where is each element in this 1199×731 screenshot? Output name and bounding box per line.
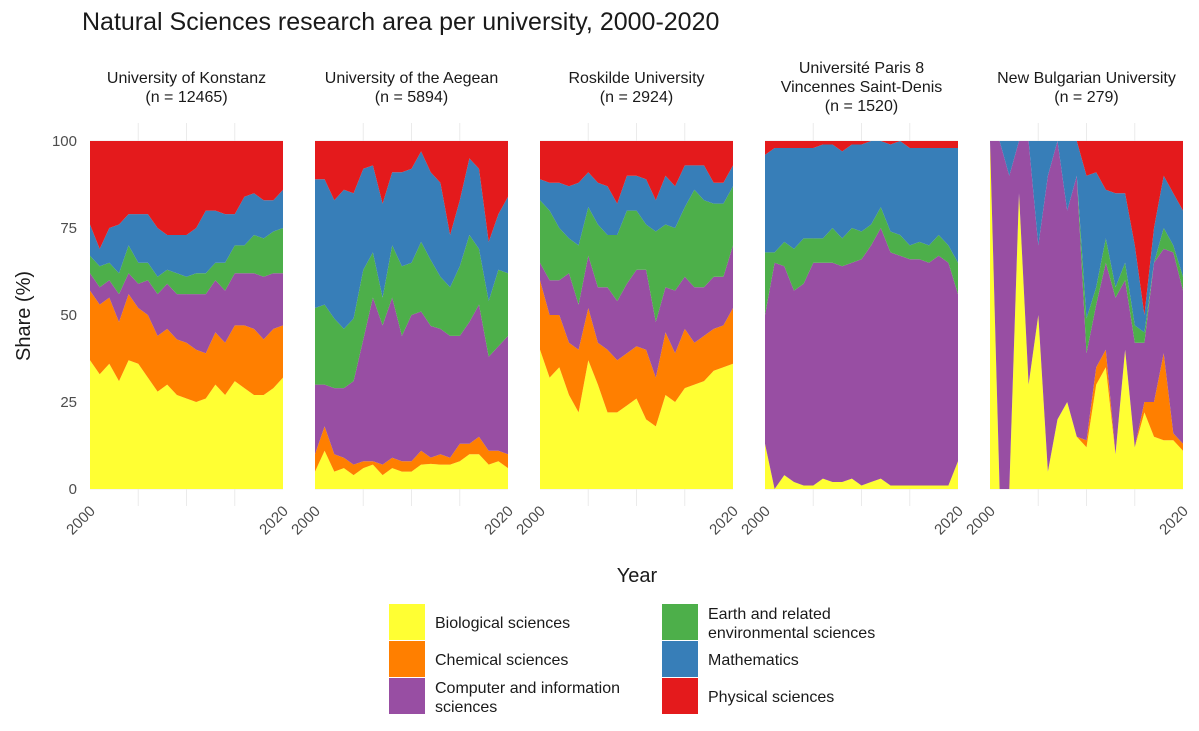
area-physical-sciences: [90, 141, 283, 249]
legend-label: Biological sciences: [435, 615, 570, 632]
area-physical-sciences: [315, 141, 508, 242]
area-physical-sciences: [765, 141, 958, 155]
area-biological-sciences: [540, 349, 733, 489]
facet-strip-label: (n = 12465): [145, 89, 227, 106]
y-tick-label: 25: [60, 394, 77, 411]
facet-panel: University of Konstanz (n = 12465) 2000 202…: [52, 70, 292, 538]
area-chemical-sciences: [540, 280, 733, 427]
area-computer-and-information-sciences: [990, 141, 1183, 489]
facet-strip-label: New Bulgarian University: [997, 70, 1176, 87]
x-tick-label: 2020: [1156, 503, 1192, 539]
y-tick-label: 75: [60, 220, 77, 237]
facet-strip-label: University of Konstanz: [107, 70, 266, 87]
legend-label: Earth and related environmental sciences: [708, 606, 875, 642]
facet-panel: Roskilde University (n = 2924) 2000 2020: [513, 70, 742, 538]
area-chemical-sciences: [315, 426, 508, 476]
area-biological-sciences: [315, 450, 508, 489]
area-biological-sciences: [765, 443, 958, 489]
legend-item: Earth and related environmental sciences: [662, 604, 875, 642]
legend-item: Biological sciences: [389, 604, 570, 640]
legend-item: Physical sciences: [662, 678, 834, 714]
legend-label: Physical sciences: [708, 689, 834, 706]
legend-label: Chemical sciences: [435, 652, 568, 669]
area-mathematics: [315, 151, 508, 329]
x-tick-label: 2000: [513, 503, 549, 539]
facet-strip-label: (n = 279): [1054, 89, 1118, 106]
x-tick-label: 2000: [963, 503, 999, 539]
area-mathematics: [90, 189, 283, 277]
x-tick-label: 2020: [706, 503, 742, 539]
y-tick-label: 100: [52, 133, 77, 150]
legend-swatch: [662, 641, 698, 677]
x-axis-title: Year: [617, 565, 658, 587]
x-tick-label: 2000: [738, 503, 774, 539]
x-tick-label: 2020: [256, 503, 292, 539]
legend: Biological sciences Chemical sciences Comp…: [389, 604, 875, 716]
facet-panel: University of the Aegean (n = 5894) 2000 20…: [288, 70, 517, 538]
area-mathematics: [990, 141, 1183, 333]
area-earth-and-related-environmental-sciences: [540, 186, 733, 322]
area-chemical-sciences: [90, 290, 283, 402]
area-earth-and-related-environmental-sciences: [315, 235, 508, 389]
facet-panel: Université Paris 8 Vincennes Saint-Denis (…: [738, 60, 967, 538]
area-computer-and-information-sciences: [90, 273, 283, 354]
facet-strip-label: (n = 5894): [375, 89, 448, 106]
y-tick-label: 0: [69, 481, 77, 498]
area-mathematics: [765, 141, 958, 263]
legend-item: Computer and information sciences: [389, 678, 620, 716]
y-tick-label: 50: [60, 307, 77, 324]
facet-strip-label: University of the Aegean: [325, 70, 498, 87]
facet-strip-label: Roskilde University: [568, 70, 704, 87]
facet-strip-label: (n = 1520): [825, 98, 898, 115]
area-computer-and-information-sciences: [315, 297, 508, 465]
area-mathematics: [540, 165, 733, 246]
y-axis-title: Share (%): [13, 271, 35, 361]
facet-panels: University of Konstanz(n = 12465)2000 202…: [52, 60, 1192, 538]
area-computer-and-information-sciences: [540, 245, 733, 378]
facet-strip-label: Vincennes Saint-Denis: [781, 79, 943, 96]
area-physical-sciences: [540, 141, 733, 204]
legend-swatch: [389, 604, 425, 640]
legend-item: Mathematics: [662, 641, 799, 677]
x-tick-label: 2000: [63, 503, 99, 539]
x-tick-label: 2020: [481, 503, 517, 539]
chart-title: Natural Sciences research area per unive…: [82, 8, 719, 36]
legend-swatch: [662, 678, 698, 714]
facet-strip-label: (n = 2924): [600, 89, 673, 106]
legend-item: Chemical sciences: [389, 641, 568, 677]
area-earth-and-related-environmental-sciences: [765, 207, 958, 315]
area-biological-sciences: [90, 360, 283, 489]
area-biological-sciences: [990, 141, 1183, 489]
legend-swatch: [662, 604, 698, 640]
legend-label: Computer and information sciences: [435, 680, 620, 716]
legend-label: Mathematics: [708, 652, 799, 669]
legend-swatch: [389, 641, 425, 677]
area-earth-and-related-environmental-sciences: [90, 228, 283, 295]
x-tick-label: 2020: [931, 503, 967, 539]
legend-swatch: [389, 678, 425, 714]
x-tick-label: 2000: [288, 503, 324, 539]
area-physical-sciences: [990, 141, 1183, 315]
facet-strip-label: Université Paris 8: [799, 60, 924, 77]
facet-panel: New Bulgarian University (n = 279) 2000 202…: [963, 70, 1192, 538]
area-computer-and-information-sciences: [765, 228, 958, 489]
